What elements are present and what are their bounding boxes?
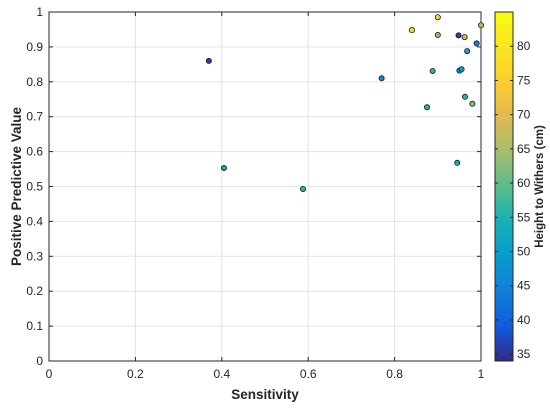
data-point <box>454 159 461 166</box>
x-tick-label: 0.4 <box>213 367 230 381</box>
y-tick-label: 0.4 <box>26 214 43 228</box>
data-point <box>423 104 430 111</box>
y-tick-label: 0.9 <box>26 40 43 54</box>
data-point <box>477 22 484 29</box>
data-point <box>300 185 307 192</box>
colorbar-tick-label: 75 <box>517 73 531 87</box>
y-tick-label: 0.8 <box>26 75 43 89</box>
x-tick-label: 0 <box>46 367 53 381</box>
data-point <box>464 48 471 55</box>
x-tick-label: 0.2 <box>127 367 144 381</box>
y-axis-label: Positive Predictive Value <box>9 106 24 266</box>
colorbar-tick-label: 40 <box>517 313 531 327</box>
colorbar-tick-label: 50 <box>517 245 531 259</box>
y-tick-label: 0.3 <box>26 249 43 263</box>
x-tick-label: 0.8 <box>386 367 403 381</box>
y-tick-label: 0.1 <box>26 319 43 333</box>
x-axis-label: Sensitivity <box>231 387 299 402</box>
colorbar-tick-label: 80 <box>517 39 531 53</box>
data-point <box>473 40 480 47</box>
colorbar-tick-label: 60 <box>517 176 531 190</box>
y-tick-label: 0.7 <box>26 110 43 124</box>
data-point <box>462 93 469 100</box>
colorbar-tick-label: 55 <box>517 210 531 224</box>
colorbar-tick-label: 45 <box>517 279 531 293</box>
colorbar <box>494 11 514 362</box>
data-point <box>205 57 212 64</box>
y-tick-label: 0 <box>36 354 43 368</box>
data-point <box>458 66 465 73</box>
colorbar-label: Height to Withers (cm) <box>534 125 546 248</box>
x-tick-label: 1 <box>478 367 485 381</box>
y-axis-ticks: 0 0.1 0.2 0.3 0.4 0.5 0.6 0.7 0.8 0.9 1 <box>26 5 481 368</box>
data-point <box>220 165 227 172</box>
data-point <box>434 32 441 39</box>
data-point <box>455 32 462 39</box>
y-tick-label: 0.6 <box>26 145 43 159</box>
colorbar-ticks: 35 40 45 50 55 60 65 70 75 80 <box>495 39 531 361</box>
data-point <box>461 34 468 41</box>
data-point <box>408 27 415 34</box>
x-tick-label: 0.6 <box>300 367 317 381</box>
y-tick-label: 0.5 <box>26 180 43 194</box>
data-point <box>469 100 476 107</box>
colorbar-tick-label: 70 <box>517 108 531 122</box>
data-point <box>378 75 385 82</box>
y-tick-label: 0.2 <box>26 284 43 298</box>
colorbar-tick-label: 65 <box>517 142 531 156</box>
data-point <box>429 67 436 74</box>
x-axis-ticks: 0 0.2 0.4 0.6 0.8 1 <box>46 12 485 381</box>
data-point <box>434 14 441 21</box>
data-points <box>205 14 484 192</box>
colorbar-tick-label: 35 <box>517 347 531 361</box>
grid-lines <box>48 11 482 362</box>
y-tick-label: 1 <box>36 5 43 19</box>
